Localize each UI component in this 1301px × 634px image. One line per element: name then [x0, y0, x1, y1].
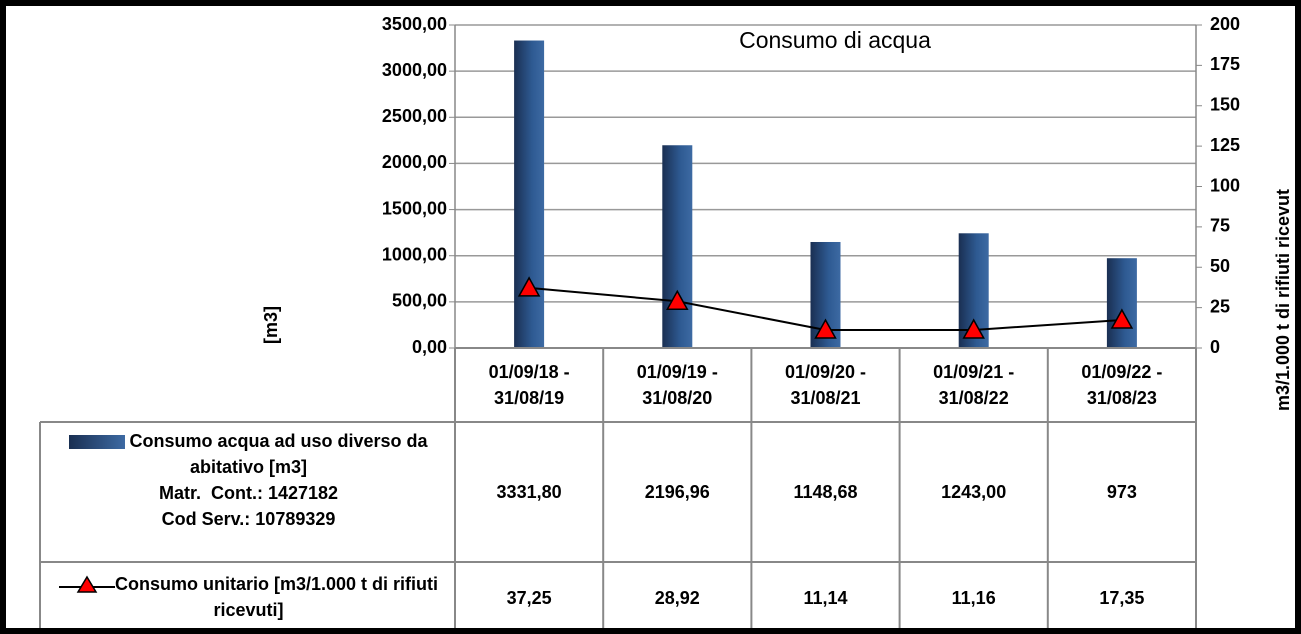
- marker: [814, 318, 837, 339]
- legend-text: Consumo acqua ad uso diverso da abitativ…: [129, 431, 428, 477]
- y-tick-label: 3500,00: [382, 14, 447, 34]
- data-label: 11,16: [951, 588, 996, 608]
- bar: [514, 40, 545, 348]
- y2-tick-label: 200: [1210, 14, 1240, 34]
- data-label: 11,14: [803, 588, 848, 608]
- data-label: 973: [1106, 482, 1137, 502]
- y2-axis-label: m3/1.000 t di rifiuti ricevut: [1273, 189, 1293, 411]
- x-tick-label: 01/09/18 - 31/08/19: [488, 362, 570, 408]
- data-label: 1148,68: [793, 482, 858, 502]
- bar: [662, 145, 693, 348]
- y-tick-label: 2000,00: [382, 152, 447, 172]
- legend-text: Consumo unitario [m3/1.000 t di rifiuti …: [114, 574, 439, 620]
- data-label: 17,35: [1099, 588, 1145, 608]
- x-tick-label: 01/09/21 - 31/08/22: [933, 362, 1015, 408]
- legend-marker: [76, 575, 98, 593]
- y-tick-label: 0,00: [412, 337, 447, 357]
- y2-tick-label: 50: [1210, 256, 1230, 276]
- marker: [1110, 308, 1134, 329]
- y-tick-label: 500,00: [392, 291, 447, 311]
- y-tick-label: 3000,00: [382, 60, 447, 80]
- data-label: 3331,80: [496, 482, 562, 502]
- chart-title: Consumo di acqua: [739, 27, 931, 53]
- marker: [666, 289, 689, 311]
- legend-label: Consumo acqua ad uso diverso da abitativ…: [48, 428, 449, 480]
- x-tick-label: 01/09/20 - 31/08/21: [784, 362, 867, 408]
- x-tick-label: 01/09/19 - 31/08/20: [636, 362, 718, 408]
- y2-tick-label: 25: [1210, 296, 1230, 316]
- legend-entry: Consumo acqua ad uso diverso da abitativ…: [48, 428, 449, 556]
- y-tick-label: 1500,00: [382, 198, 447, 218]
- y2-tick-label: 150: [1210, 95, 1240, 115]
- y2-tick-label: 125: [1210, 135, 1240, 155]
- legend-entry: Consumo unitario [m3/1.000 t di rifiuti …: [48, 566, 449, 628]
- bar: [1106, 258, 1137, 348]
- legend-key: [58, 575, 115, 593]
- marker: [517, 276, 541, 297]
- data-label: 1243,00: [941, 482, 1007, 502]
- y-tick-label: 2500,00: [382, 106, 447, 126]
- legend-note: Cod Serv.: 10789329: [161, 509, 336, 529]
- y2-tick-label: 75: [1210, 216, 1230, 236]
- y-axis-label: [m3]: [261, 306, 281, 344]
- y2-tick-label: 175: [1210, 54, 1240, 74]
- y-tick-label: 1000,00: [382, 244, 447, 264]
- legend-label: Consumo unitario [m3/1.000 t di rifiuti …: [48, 571, 449, 623]
- x-tick-label: 01/09/22 - 31/08/23: [1081, 362, 1163, 408]
- legend-key: [69, 435, 126, 450]
- legend-note: Matr. Cont.: 1427182: [158, 483, 339, 503]
- data-label: 37,25: [506, 588, 552, 608]
- marker: [962, 318, 985, 339]
- y2-tick-label: 100: [1210, 175, 1240, 195]
- data-label: 28,92: [654, 588, 700, 608]
- y2-tick-label: 0: [1210, 337, 1220, 357]
- data-label: 2196,96: [644, 482, 710, 502]
